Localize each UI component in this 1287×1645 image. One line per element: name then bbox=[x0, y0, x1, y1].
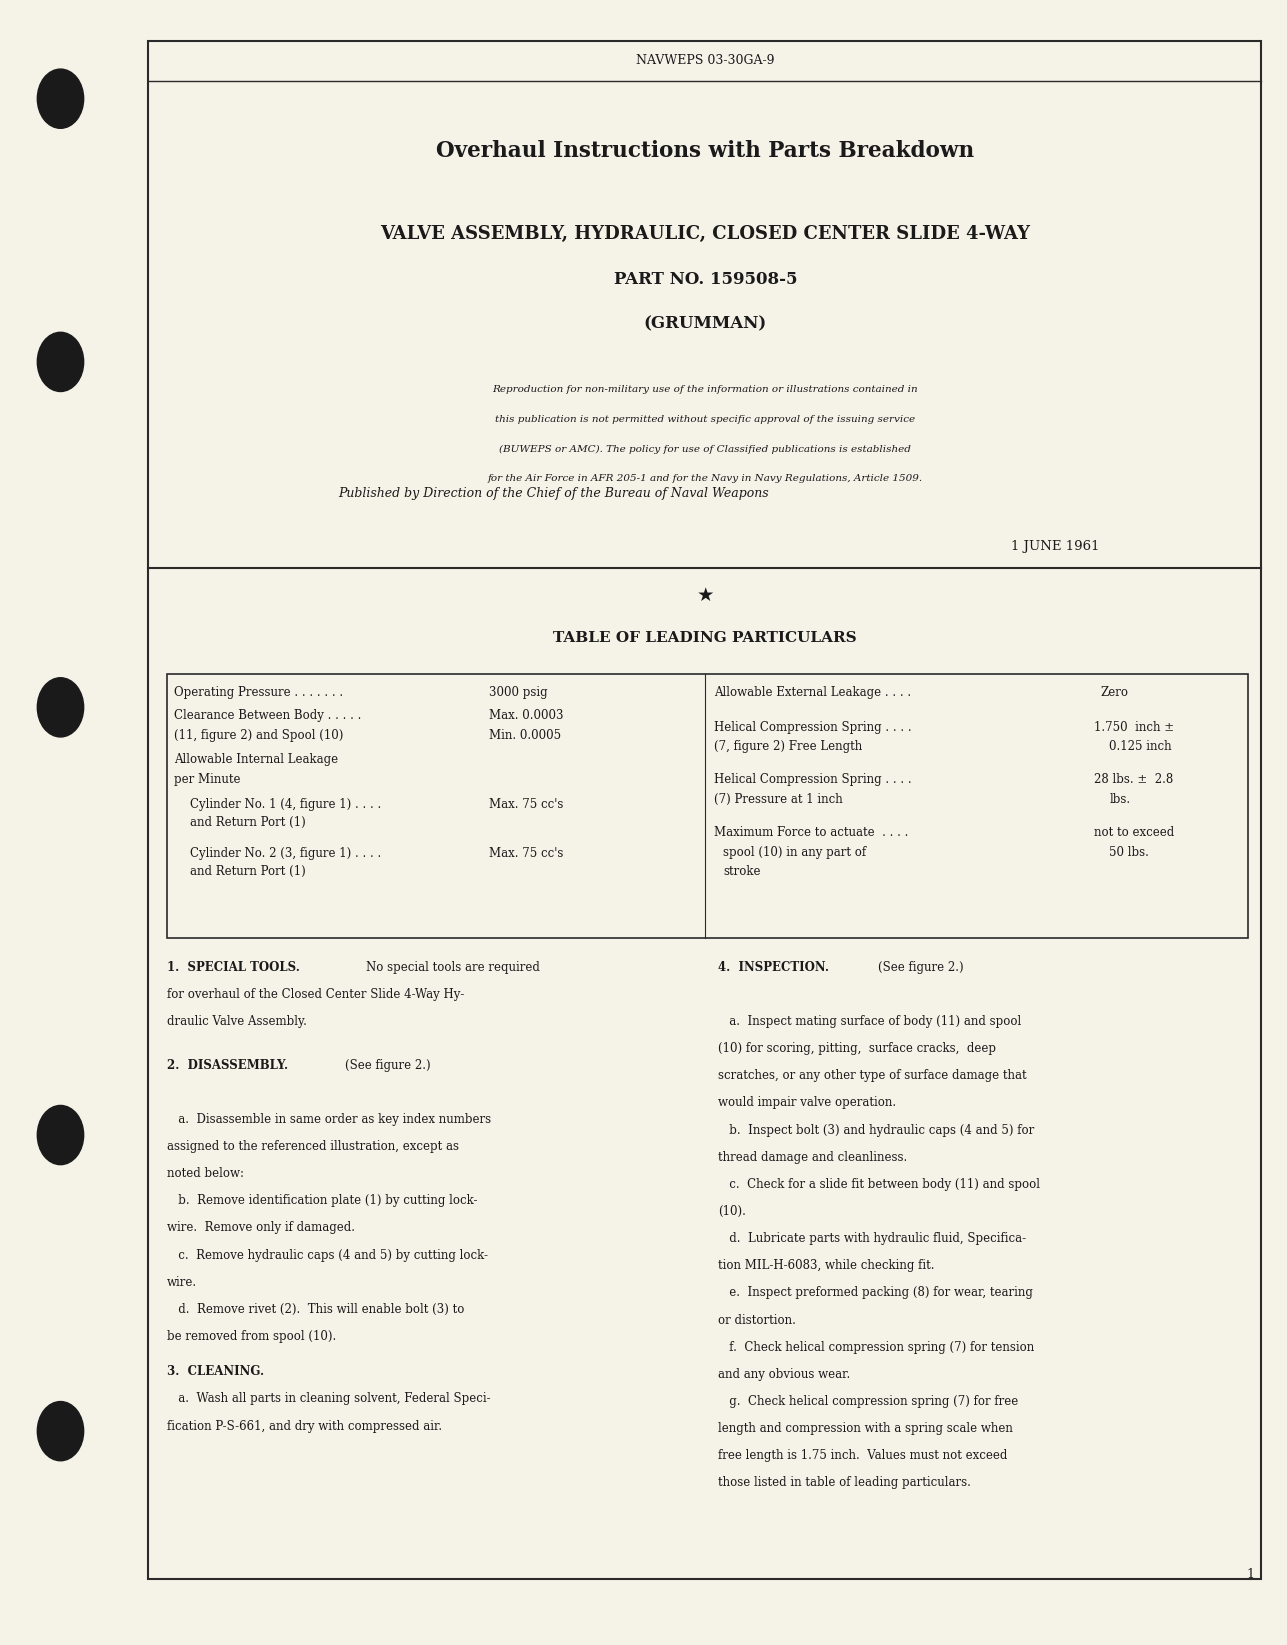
Text: Max. 75 cc's: Max. 75 cc's bbox=[489, 847, 564, 860]
Text: a.  Inspect mating surface of body (11) and spool: a. Inspect mating surface of body (11) a… bbox=[718, 1015, 1022, 1028]
Text: (7, figure 2) Free Length: (7, figure 2) Free Length bbox=[714, 740, 862, 753]
Bar bbox=[167, 674, 1248, 938]
Text: Cylinder No. 1 (4, figure 1) . . . .: Cylinder No. 1 (4, figure 1) . . . . bbox=[190, 798, 382, 811]
Text: Allowable Internal Leakage: Allowable Internal Leakage bbox=[174, 753, 338, 767]
Text: a.  Disassemble in same order as key index numbers: a. Disassemble in same order as key inde… bbox=[167, 1112, 492, 1125]
Text: Clearance Between Body . . . . .: Clearance Between Body . . . . . bbox=[174, 709, 362, 722]
Text: 2.  DISASSEMBLY.: 2. DISASSEMBLY. bbox=[167, 1059, 288, 1071]
Text: 28 lbs. ±  2.8: 28 lbs. ± 2.8 bbox=[1094, 773, 1174, 786]
Text: assigned to the referenced illustration, except as: assigned to the referenced illustration,… bbox=[167, 1140, 459, 1153]
Text: 4.  INSPECTION.: 4. INSPECTION. bbox=[718, 961, 829, 974]
Text: a.  Wash all parts in cleaning solvent, Federal Speci-: a. Wash all parts in cleaning solvent, F… bbox=[167, 1392, 490, 1405]
Text: Operating Pressure . . . . . . .: Operating Pressure . . . . . . . bbox=[174, 686, 342, 699]
Text: be removed from spool (10).: be removed from spool (10). bbox=[167, 1329, 337, 1342]
Text: TABLE OF LEADING PARTICULARS: TABLE OF LEADING PARTICULARS bbox=[553, 632, 857, 645]
Text: fication P-S-661, and dry with compressed air.: fication P-S-661, and dry with compresse… bbox=[167, 1420, 443, 1433]
Text: (7) Pressure at 1 inch: (7) Pressure at 1 inch bbox=[714, 793, 843, 806]
Text: (11, figure 2) and Spool (10): (11, figure 2) and Spool (10) bbox=[174, 729, 344, 742]
Text: (See figure 2.): (See figure 2.) bbox=[878, 961, 964, 974]
Circle shape bbox=[37, 1402, 84, 1461]
Text: those listed in table of leading particulars.: those listed in table of leading particu… bbox=[718, 1477, 970, 1489]
Text: Reproduction for non-military use of the information or illustrations contained : Reproduction for non-military use of the… bbox=[493, 385, 918, 395]
Text: (10).: (10). bbox=[718, 1204, 746, 1217]
Text: c.  Check for a slide fit between body (11) and spool: c. Check for a slide fit between body (1… bbox=[718, 1178, 1040, 1191]
Text: b.  Inspect bolt (3) and hydraulic caps (4 and 5) for: b. Inspect bolt (3) and hydraulic caps (… bbox=[718, 1124, 1035, 1137]
Text: Overhaul Instructions with Parts Breakdown: Overhaul Instructions with Parts Breakdo… bbox=[436, 140, 974, 163]
Bar bbox=[148, 41, 1261, 1579]
Text: 0.125 inch: 0.125 inch bbox=[1109, 740, 1172, 753]
Circle shape bbox=[37, 332, 84, 392]
Text: (GRUMMAN): (GRUMMAN) bbox=[644, 316, 767, 332]
Text: NAVWEPS 03-30GA-9: NAVWEPS 03-30GA-9 bbox=[636, 54, 775, 67]
Circle shape bbox=[37, 69, 84, 128]
Text: d.  Lubricate parts with hydraulic fluid, Specifica-: d. Lubricate parts with hydraulic fluid,… bbox=[718, 1232, 1026, 1245]
Text: Cylinder No. 2 (3, figure 1) . . . .: Cylinder No. 2 (3, figure 1) . . . . bbox=[190, 847, 382, 860]
Text: (BUWEPS or AMC). The policy for use of Classified publications is established: (BUWEPS or AMC). The policy for use of C… bbox=[499, 444, 911, 454]
Text: length and compression with a spring scale when: length and compression with a spring sca… bbox=[718, 1421, 1013, 1434]
Text: draulic Valve Assembly.: draulic Valve Assembly. bbox=[167, 1015, 308, 1028]
Text: Min. 0.0005: Min. 0.0005 bbox=[489, 729, 561, 742]
Text: not to exceed: not to exceed bbox=[1094, 826, 1174, 839]
Text: e.  Inspect preformed packing (8) for wear, tearing: e. Inspect preformed packing (8) for wea… bbox=[718, 1286, 1033, 1300]
Text: wire.  Remove only if damaged.: wire. Remove only if damaged. bbox=[167, 1221, 355, 1234]
Text: tion MIL-H-6083, while checking fit.: tion MIL-H-6083, while checking fit. bbox=[718, 1260, 934, 1272]
Text: thread damage and cleanliness.: thread damage and cleanliness. bbox=[718, 1152, 907, 1163]
Text: scratches, or any other type of surface damage that: scratches, or any other type of surface … bbox=[718, 1069, 1027, 1082]
Text: (See figure 2.): (See figure 2.) bbox=[345, 1059, 431, 1071]
Text: spool (10) in any part of: spool (10) in any part of bbox=[723, 846, 866, 859]
Circle shape bbox=[37, 678, 84, 737]
Text: 50 lbs.: 50 lbs. bbox=[1109, 846, 1149, 859]
Text: Max. 75 cc's: Max. 75 cc's bbox=[489, 798, 564, 811]
Text: c.  Remove hydraulic caps (4 and 5) by cutting lock-: c. Remove hydraulic caps (4 and 5) by cu… bbox=[167, 1249, 488, 1262]
Text: 1: 1 bbox=[1247, 1568, 1255, 1581]
Text: Zero: Zero bbox=[1100, 686, 1129, 699]
Text: and any obvious wear.: and any obvious wear. bbox=[718, 1369, 851, 1380]
Text: Helical Compression Spring . . . .: Helical Compression Spring . . . . bbox=[714, 773, 912, 786]
Text: 3.  CLEANING.: 3. CLEANING. bbox=[167, 1365, 264, 1379]
Text: 1.  SPECIAL TOOLS.: 1. SPECIAL TOOLS. bbox=[167, 961, 300, 974]
Text: Published by Direction of the Chief of the Bureau of Naval Weapons: Published by Direction of the Chief of t… bbox=[338, 487, 768, 500]
Text: Allowable External Leakage . . . .: Allowable External Leakage . . . . bbox=[714, 686, 911, 699]
Text: lbs.: lbs. bbox=[1109, 793, 1130, 806]
Text: g.  Check helical compression spring (7) for free: g. Check helical compression spring (7) … bbox=[718, 1395, 1018, 1408]
Text: this publication is not permitted without specific approval of the issuing servi: this publication is not permitted withou… bbox=[495, 415, 915, 424]
Text: noted below:: noted below: bbox=[167, 1168, 245, 1179]
Text: ★: ★ bbox=[696, 586, 714, 605]
Text: VALVE ASSEMBLY, HYDRAULIC, CLOSED CENTER SLIDE 4-WAY: VALVE ASSEMBLY, HYDRAULIC, CLOSED CENTER… bbox=[380, 225, 1031, 242]
Text: PART NO. 159508-5: PART NO. 159508-5 bbox=[614, 271, 797, 288]
Text: 1 JUNE 1961: 1 JUNE 1961 bbox=[1012, 540, 1099, 553]
Text: wire.: wire. bbox=[167, 1277, 197, 1288]
Text: Max. 0.0003: Max. 0.0003 bbox=[489, 709, 564, 722]
Text: No special tools are required: No special tools are required bbox=[366, 961, 539, 974]
Text: free length is 1.75 inch.  Values must not exceed: free length is 1.75 inch. Values must no… bbox=[718, 1449, 1008, 1462]
Text: and Return Port (1): and Return Port (1) bbox=[190, 865, 306, 878]
Text: or distortion.: or distortion. bbox=[718, 1313, 797, 1326]
Text: 3000 psig: 3000 psig bbox=[489, 686, 548, 699]
Text: for overhaul of the Closed Center Slide 4-Way Hy-: for overhaul of the Closed Center Slide … bbox=[167, 987, 465, 1000]
Text: Maximum Force to actuate  . . . .: Maximum Force to actuate . . . . bbox=[714, 826, 909, 839]
Text: f.  Check helical compression spring (7) for tension: f. Check helical compression spring (7) … bbox=[718, 1341, 1035, 1354]
Text: d.  Remove rivet (2).  This will enable bolt (3) to: d. Remove rivet (2). This will enable bo… bbox=[167, 1303, 465, 1316]
Text: (10) for scoring, pitting,  surface cracks,  deep: (10) for scoring, pitting, surface crack… bbox=[718, 1043, 996, 1054]
Text: for the Air Force in AFR 205-1 and for the Navy in Navy Regulations, Article 150: for the Air Force in AFR 205-1 and for t… bbox=[488, 474, 923, 484]
Text: 1.750  inch ±: 1.750 inch ± bbox=[1094, 721, 1174, 734]
Text: Helical Compression Spring . . . .: Helical Compression Spring . . . . bbox=[714, 721, 912, 734]
Text: would impair valve operation.: would impair valve operation. bbox=[718, 1096, 896, 1109]
Text: and Return Port (1): and Return Port (1) bbox=[190, 816, 306, 829]
Text: b.  Remove identification plate (1) by cutting lock-: b. Remove identification plate (1) by cu… bbox=[167, 1194, 477, 1207]
Text: per Minute: per Minute bbox=[174, 773, 241, 786]
Text: stroke: stroke bbox=[723, 865, 761, 878]
Circle shape bbox=[37, 1105, 84, 1165]
